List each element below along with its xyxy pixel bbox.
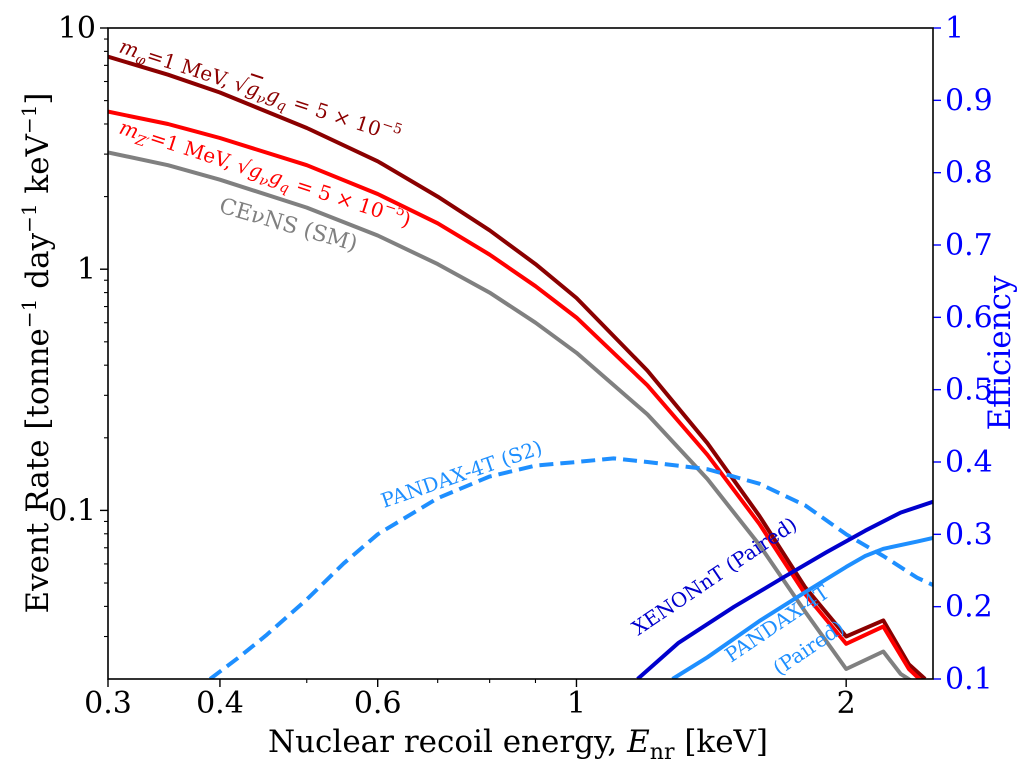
y2-tick-label: 0.7: [945, 228, 993, 263]
y-tick-label: 10: [58, 11, 96, 46]
y2-tick-label: 0.8: [945, 156, 993, 191]
series-line-1: [108, 109, 923, 679]
series-line-5: [671, 536, 933, 679]
series-line-4: [636, 499, 933, 679]
y-tick-label: 1: [77, 252, 96, 287]
chart-curves: [108, 54, 933, 679]
y2-tick-label: 0.5: [945, 373, 993, 408]
y2-tick-label: 0.9: [945, 83, 993, 118]
series-line-3: [208, 456, 933, 679]
y2-tick-label: 1: [945, 11, 964, 46]
series-line-0: [108, 54, 927, 679]
x-axis-title: Nuclear recoil energy, Enr [keV]: [268, 724, 768, 762]
plot-frame: [107, 27, 934, 680]
y-axis-title: Event Rate [tonne−1 day−1 keV−1]: [17, 92, 56, 613]
y2-axis-title: Efficiency: [982, 275, 1018, 431]
x-tick-label: 1: [567, 686, 586, 721]
axis-tick-labels: 0.3 0.4 0.6 1 2 0.1 1 10 0.1 0.2 0.3 0.4 0.5 0.6 0.7 0.…: [48, 11, 992, 721]
y2-tick-label: 0.6: [945, 300, 993, 335]
y2-tick-label: 0.3: [945, 517, 993, 552]
y-tick-label: 0.1: [48, 493, 96, 528]
x-tick-label: 0.4: [196, 686, 244, 721]
x-tick-label: 0.6: [354, 686, 402, 721]
y2-tick-label: 0.1: [945, 662, 993, 697]
x-tick-label: 2: [837, 686, 856, 721]
series-line-2: [108, 150, 913, 679]
y2-tick-label: 0.4: [945, 445, 993, 480]
x-tick-label: 0.3: [84, 686, 132, 721]
y2-tick-label: 0.2: [945, 590, 993, 625]
